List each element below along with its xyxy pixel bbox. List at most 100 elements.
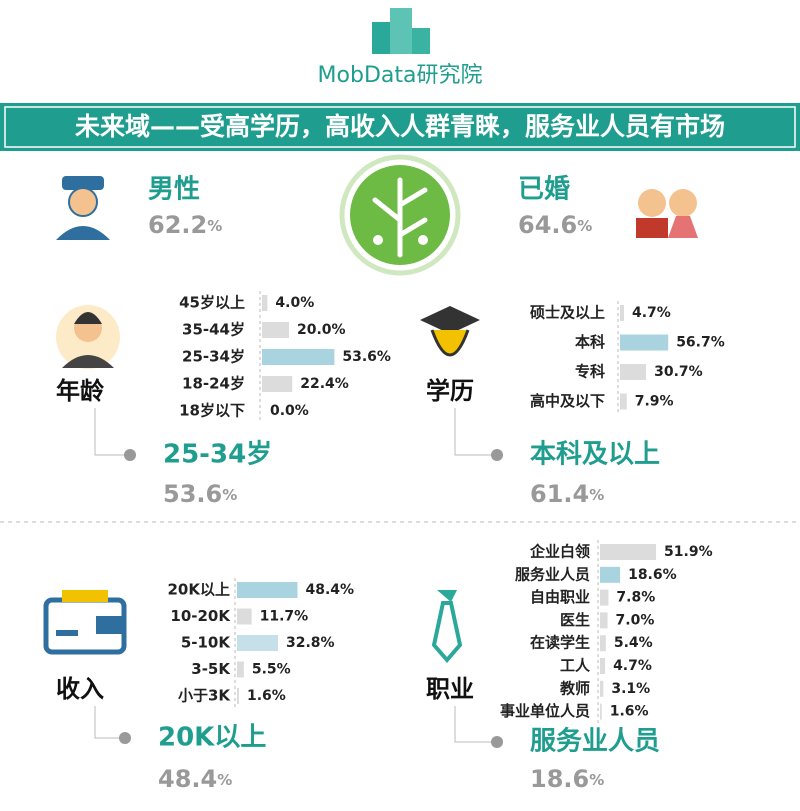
highlight-value: 61.4% — [530, 480, 604, 508]
value-label: 20.0% — [297, 322, 346, 338]
male-icon — [56, 176, 110, 240]
highlight-value: 18.6% — [530, 765, 604, 793]
stat-value: 64.6% — [518, 211, 592, 239]
connector-dot — [491, 736, 503, 748]
category-label: 自由职业 — [530, 588, 590, 606]
category-label: 硕士及以上 — [530, 304, 605, 322]
highlight-label: 20K以上 — [158, 723, 266, 753]
connector — [94, 408, 130, 456]
value-label: 7.0% — [616, 612, 655, 628]
category-label: 高中及以下 — [530, 392, 605, 410]
bar — [237, 688, 239, 704]
highlight-number: 48.4 — [158, 765, 217, 793]
category-label: 25-34岁 — [182, 348, 245, 366]
value-label: 51.9% — [664, 544, 713, 560]
stat-label: 已婚 — [518, 175, 570, 205]
highlight-number: 18.6 — [530, 765, 589, 793]
category-label: 本科 — [575, 333, 605, 351]
highlight-value: 48.4% — [158, 765, 232, 793]
title: 未来域——受高学历，高收入人群青睐，服务业人员有市场 — [75, 112, 725, 141]
category-label: 小于3K — [178, 687, 231, 705]
stat-unit: % — [207, 217, 222, 235]
category-label: 35-44岁 — [182, 321, 245, 339]
bar — [600, 703, 602, 720]
age-icon — [56, 305, 120, 369]
category-label: 在读学生 — [530, 634, 590, 652]
category-label: 教师 — [559, 679, 590, 697]
bar — [600, 589, 609, 606]
category-label: 18-24岁 — [182, 375, 245, 393]
bar — [237, 582, 298, 598]
highlight-unit: % — [217, 771, 232, 789]
value-label: 4.7% — [613, 658, 652, 674]
couple-icon — [636, 189, 698, 238]
title-frame — [4, 106, 796, 148]
tie-icon — [431, 590, 463, 664]
value-label: 3.1% — [611, 681, 650, 697]
value-label: 5.4% — [614, 635, 653, 651]
bar — [620, 305, 624, 321]
value-label: 4.7% — [632, 305, 671, 321]
highlight-label: 服务业人员 — [530, 727, 660, 757]
bar — [262, 295, 268, 311]
value-label: 7.8% — [616, 590, 655, 606]
wallet-icon — [43, 590, 127, 655]
stat-number: 64.6 — [518, 211, 577, 239]
category-label: 3-5K — [191, 660, 231, 678]
category-label: 10-20K — [170, 607, 231, 625]
connector — [454, 706, 497, 743]
category-label: 医生 — [560, 611, 590, 629]
category-label: 18岁以下 — [179, 402, 245, 420]
highlight-value: 53.6% — [163, 480, 237, 508]
bar — [600, 612, 608, 629]
highlight-number: 53.6 — [163, 480, 222, 508]
bar — [600, 544, 657, 560]
brand: MobData研究院 — [318, 63, 483, 88]
connector — [454, 408, 497, 456]
category-label: 5-10K — [181, 634, 232, 652]
value-label: 0.0% — [270, 403, 309, 419]
category-label: 企业白领 — [529, 543, 590, 561]
bar — [620, 364, 647, 380]
highlight-unit: % — [589, 486, 604, 504]
value-label: 1.6% — [247, 688, 286, 704]
value-label: 11.7% — [260, 609, 309, 625]
stat-label: 男性 — [148, 175, 200, 205]
stat-unit: % — [577, 217, 592, 235]
center-icon — [339, 154, 461, 276]
panel-label: 收入 — [56, 675, 104, 703]
value-label: 56.7% — [676, 335, 725, 351]
bar — [600, 566, 621, 583]
value-label: 1.6% — [610, 704, 649, 720]
highlight-unit: % — [222, 486, 237, 504]
value-label: 18.6% — [628, 567, 677, 583]
bar — [262, 376, 293, 392]
bar — [262, 349, 335, 365]
bar — [237, 635, 278, 651]
title-bar — [0, 103, 800, 151]
panel-label: 年龄 — [56, 377, 105, 405]
connector-dot — [119, 732, 131, 744]
connector-dot — [491, 449, 503, 461]
stat-number: 62.2 — [148, 211, 207, 239]
highlight-label: 本科及以上 — [530, 440, 660, 470]
logo-icon — [372, 8, 430, 54]
value-label: 4.0% — [275, 295, 314, 311]
value-label: 5.5% — [252, 662, 291, 678]
value-label: 22.4% — [300, 376, 349, 392]
connector-dot — [124, 449, 136, 461]
stat-value: 62.2% — [148, 211, 222, 239]
edu-icon — [420, 306, 480, 357]
value-label: 30.7% — [654, 364, 703, 380]
category-label: 20K以上 — [168, 581, 231, 599]
bar — [237, 661, 244, 678]
value-label: 7.9% — [635, 394, 674, 410]
category-label: 工人 — [560, 657, 591, 675]
value-label: 32.8% — [286, 635, 335, 651]
panel-label: 学历 — [426, 377, 474, 405]
bar — [620, 334, 669, 351]
category-label: 45岁以上 — [179, 294, 245, 312]
bar — [600, 635, 606, 652]
value-label: 48.4% — [306, 582, 355, 598]
